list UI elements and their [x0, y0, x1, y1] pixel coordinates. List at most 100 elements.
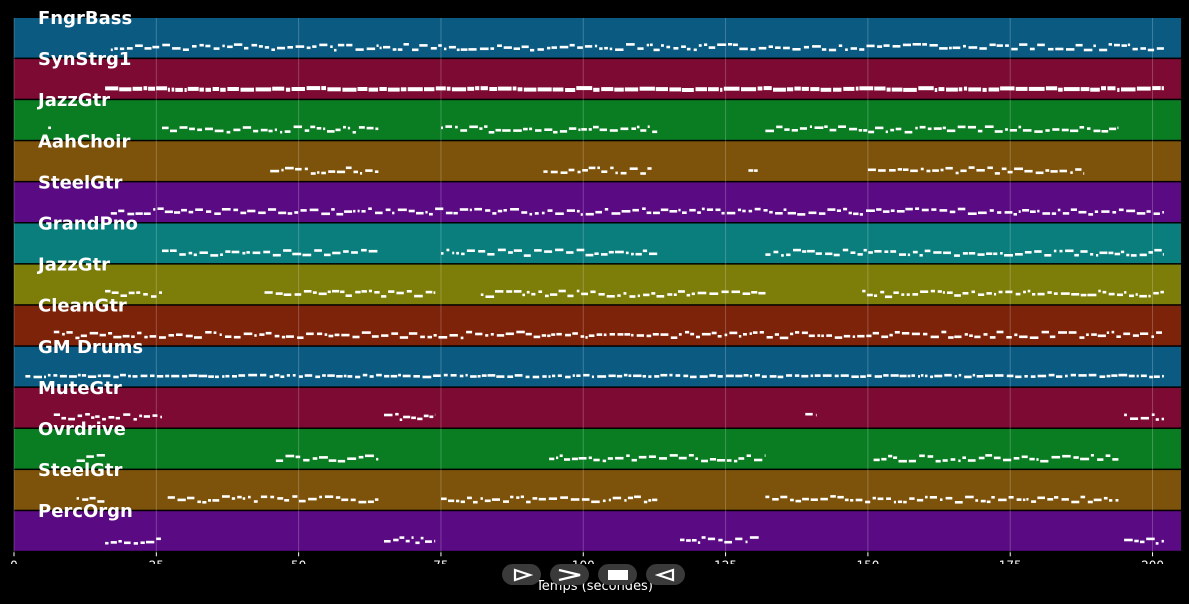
- forward-button[interactable]: [550, 564, 589, 585]
- note: [915, 126, 918, 130]
- note: [565, 88, 576, 92]
- note: [444, 47, 447, 51]
- note: [654, 375, 660, 378]
- note: [522, 293, 525, 297]
- note: [477, 375, 481, 378]
- note: [153, 208, 156, 211]
- note: [678, 290, 685, 293]
- note: [581, 292, 588, 296]
- note: [919, 125, 926, 129]
- note: [749, 374, 753, 378]
- stop-button[interactable]: [598, 564, 637, 585]
- note: [420, 536, 424, 540]
- note: [334, 48, 337, 52]
- note: [91, 416, 95, 419]
- note: [171, 374, 180, 378]
- note: [855, 498, 863, 502]
- note: [607, 457, 613, 460]
- note: [366, 47, 376, 51]
- note: [379, 87, 387, 91]
- note: [520, 495, 524, 499]
- note: [284, 499, 290, 502]
- note: [946, 129, 956, 133]
- note: [718, 538, 723, 542]
- note: [939, 209, 948, 212]
- note: [1036, 458, 1039, 461]
- note: [734, 459, 738, 463]
- note: [445, 125, 452, 128]
- note: [748, 209, 753, 213]
- note: [113, 375, 119, 379]
- note: [541, 334, 547, 337]
- note: [1083, 172, 1085, 175]
- note: [490, 333, 494, 336]
- note: [172, 47, 181, 50]
- note: [1057, 208, 1061, 212]
- note: [834, 374, 839, 378]
- note: [1080, 87, 1090, 92]
- note: [721, 290, 729, 294]
- note: [68, 417, 75, 421]
- note: [890, 128, 895, 132]
- note: [1108, 292, 1115, 296]
- x-tick-label: 50: [291, 558, 306, 564]
- note: [598, 293, 605, 296]
- note: [383, 45, 391, 49]
- note: [384, 374, 390, 378]
- note: [174, 211, 181, 214]
- note: [310, 125, 316, 129]
- note: [642, 249, 648, 253]
- note: [866, 44, 875, 48]
- note: [724, 333, 728, 337]
- note: [367, 500, 374, 504]
- note: [102, 374, 111, 378]
- note: [1004, 211, 1013, 214]
- note: [1153, 375, 1160, 378]
- note: [717, 335, 722, 338]
- note: [669, 87, 682, 92]
- note: [479, 127, 483, 130]
- note: [535, 129, 542, 132]
- play-button[interactable]: [502, 564, 541, 585]
- note: [822, 374, 832, 377]
- note: [896, 210, 905, 213]
- note: [529, 212, 533, 216]
- note: [686, 293, 691, 297]
- note: [330, 45, 333, 48]
- note: [453, 211, 458, 215]
- note: [637, 294, 640, 298]
- note: [248, 495, 251, 499]
- note: [838, 44, 843, 47]
- note: [452, 251, 455, 255]
- note: [690, 332, 695, 336]
- note: [551, 333, 556, 336]
- note: [882, 210, 890, 213]
- note: [1034, 250, 1042, 253]
- note: [80, 334, 87, 338]
- note: [878, 169, 886, 172]
- note: [479, 47, 489, 51]
- note: [523, 87, 537, 92]
- note: [783, 208, 787, 211]
- note: [361, 210, 366, 213]
- note: [110, 541, 117, 544]
- note: [448, 45, 456, 49]
- note: [115, 416, 120, 420]
- note: [414, 294, 423, 298]
- rewind-button[interactable]: [646, 564, 685, 585]
- note: [938, 87, 945, 92]
- note: [264, 46, 270, 49]
- note: [315, 375, 321, 379]
- note: [746, 454, 751, 457]
- note: [693, 48, 697, 52]
- note: [120, 373, 126, 377]
- note: [1045, 169, 1050, 172]
- note: [576, 209, 580, 213]
- note: [1087, 127, 1091, 130]
- track-label: SynStrg1: [38, 49, 131, 70]
- note: [891, 87, 903, 92]
- note: [487, 374, 496, 377]
- note: [567, 294, 574, 298]
- x-tick-label: 0: [10, 558, 18, 564]
- note: [87, 375, 97, 378]
